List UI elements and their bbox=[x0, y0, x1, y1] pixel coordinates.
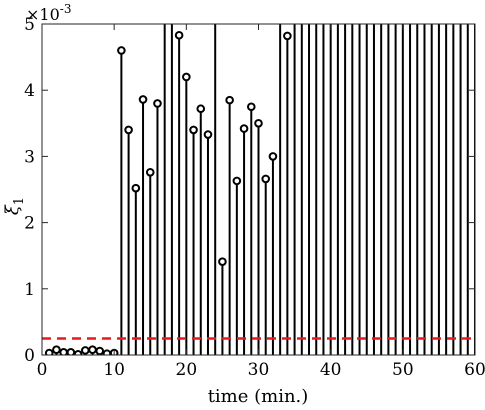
x-tick-label-30: 30 bbox=[248, 360, 270, 380]
x-tick-label-40: 40 bbox=[320, 360, 342, 380]
stem-marker-19 bbox=[174, 30, 184, 40]
stem-marker-32 bbox=[268, 152, 278, 161]
x-tick-label-50: 50 bbox=[392, 360, 414, 380]
stem-marker-5 bbox=[73, 350, 83, 355]
y-scale-factor-base: ×10 bbox=[26, 5, 60, 24]
stem-marker-11 bbox=[117, 46, 126, 55]
stem-marker-34 bbox=[283, 31, 292, 41]
stem-marker-7 bbox=[88, 345, 97, 355]
ticks-layer: 0 10 20 30 40 50 60 0 1 2 3 4 5 bbox=[24, 15, 485, 380]
stem-marker-12 bbox=[124, 125, 133, 135]
stem-marker-31 bbox=[261, 174, 271, 184]
stem-marker-2 bbox=[52, 345, 61, 355]
y-scale-factor-exponent: -3 bbox=[60, 2, 72, 16]
y-tick-label-3: 3 bbox=[24, 147, 35, 167]
stem-marker-1 bbox=[44, 348, 54, 355]
stem-marker-21 bbox=[189, 125, 198, 135]
y-axis-label-subscript: 1 bbox=[12, 197, 27, 205]
x-tick-label-0: 0 bbox=[37, 360, 48, 380]
y-scale-factor: ×10-3 bbox=[26, 2, 71, 24]
stem-marker-8 bbox=[95, 346, 105, 355]
y-tick-label-1: 1 bbox=[24, 280, 35, 300]
x-tick-label-60: 60 bbox=[464, 360, 485, 380]
stem-marker-29 bbox=[246, 102, 256, 112]
y-tick-label-0: 0 bbox=[24, 346, 35, 366]
y-tick-label-4: 4 bbox=[24, 81, 35, 101]
y-axis-label-symbol: ξ bbox=[2, 204, 23, 215]
stem-marker-26 bbox=[225, 95, 234, 105]
stem-marker-20 bbox=[182, 72, 191, 82]
stem-marker-13 bbox=[131, 183, 141, 193]
stem-marker-28 bbox=[239, 124, 249, 133]
stem-marker-30 bbox=[254, 119, 263, 128]
stem-marker-23 bbox=[203, 130, 213, 139]
stem-marker-9 bbox=[102, 349, 112, 355]
y-tick-label-2: 2 bbox=[24, 214, 35, 234]
stem-marker-27 bbox=[232, 176, 242, 186]
stem-marker-16 bbox=[153, 99, 162, 108]
stems-layer bbox=[44, 24, 475, 355]
stem-marker-25 bbox=[218, 257, 227, 266]
x-tick-label-20: 20 bbox=[176, 360, 198, 380]
stem-marker-22 bbox=[196, 104, 206, 114]
stem-marker-15 bbox=[145, 167, 155, 177]
x-axis-label: time (min.) bbox=[208, 386, 309, 407]
stem-marker-14 bbox=[138, 95, 148, 104]
x-tick-label-10: 10 bbox=[103, 360, 125, 380]
y-tick-label-5: 5 bbox=[24, 15, 35, 35]
stem-marker-6 bbox=[81, 346, 90, 355]
y-axis-label: ξ1 bbox=[2, 197, 27, 215]
stem-marker-4 bbox=[66, 348, 76, 355]
